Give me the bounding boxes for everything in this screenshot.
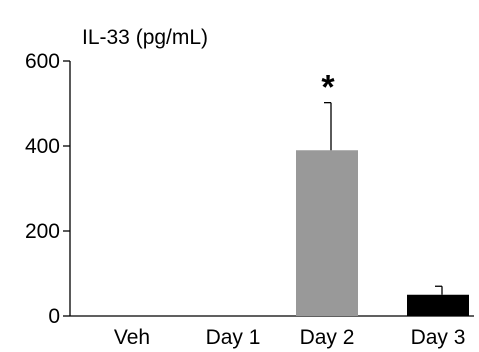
- significance-asterisk: *: [321, 69, 335, 107]
- bar-day-3: [407, 294, 469, 316]
- y-ticks: 0 200 400 600: [25, 50, 70, 328]
- y-tick-label: 0: [48, 305, 60, 328]
- annotations: *: [321, 69, 335, 107]
- y-axis-label: IL-33 (pg/mL): [82, 26, 208, 49]
- bar-day-2: [296, 150, 358, 316]
- y-tick-label: 400: [25, 135, 60, 158]
- x-tick-label: Day 1: [206, 326, 261, 349]
- y-tick-label: 200: [25, 220, 60, 243]
- x-tick-label: Day 2: [300, 326, 355, 349]
- bars: [296, 150, 469, 316]
- error-bars: [324, 102, 443, 295]
- x-tick-labels: Veh Day 1 Day 2 Day 3: [114, 326, 466, 349]
- y-tick-label: 600: [25, 50, 60, 73]
- x-tick-label: Veh: [114, 326, 150, 349]
- x-tick-label: Day 3: [411, 326, 466, 349]
